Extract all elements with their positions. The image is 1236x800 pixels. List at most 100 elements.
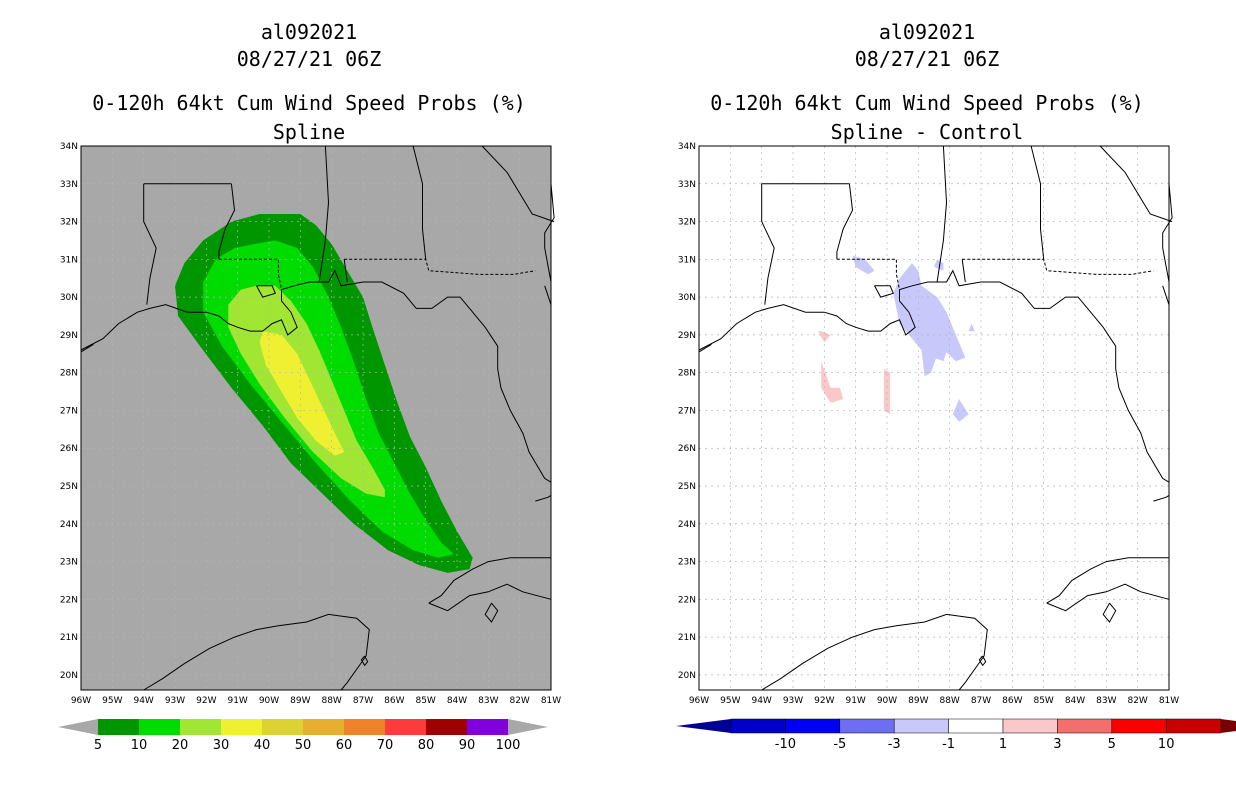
lat-label: 26N (678, 444, 696, 454)
lat-label: 27N (678, 406, 696, 416)
left-map-frame (80, 145, 552, 691)
colorbar-label: 30 (213, 738, 230, 753)
coastline-cuba_s (1046, 583, 1170, 612)
lon-label: 96W (71, 696, 91, 706)
lon-label: 82W (509, 696, 529, 706)
coastline-la_ms (218, 258, 282, 290)
lon-label: 95W (102, 696, 122, 706)
colorbar-swatch (426, 719, 467, 735)
left-map: 20N 21N 22N 23N 24N 25N 26N 27N 28N 29N 30N 31N 32N 3… (60, 142, 561, 706)
colorbar-swatch (262, 719, 303, 735)
colorbar-swatch (785, 718, 841, 734)
lon-label: 96W (689, 696, 709, 706)
prob-contour-30 (259, 331, 345, 456)
left-storm-id: al092021 (260, 20, 358, 44)
right-product-title: 0-120h 64kt Cum Wind Speed Probs (%) (710, 91, 1144, 115)
coastline-gulf (698, 269, 1170, 483)
colorbar-right-end (508, 719, 548, 735)
lat-label: 20N (678, 671, 696, 681)
coastline-isla (484, 602, 499, 623)
colorbar-swatch (221, 719, 262, 735)
colorbar-label: 10 (1158, 737, 1175, 752)
lon-label: 93W (783, 696, 803, 706)
colorbar-swatch (303, 719, 344, 735)
colorbar-label: 70 (377, 738, 394, 753)
colorbar-label: -10 (775, 737, 796, 752)
coastline-cozumel (978, 655, 987, 667)
right-map-frame (698, 145, 1170, 691)
coastline-ga_sc (1099, 145, 1173, 223)
diff-patch-negative (934, 259, 944, 271)
colorbar-label: 100 (496, 738, 521, 753)
lat-label: 21N (678, 633, 696, 643)
lat-label: 34N (60, 142, 78, 152)
colorbar-swatch (98, 719, 139, 735)
coastline-ms_al (936, 145, 948, 283)
coastline-al_ga (1030, 145, 1045, 260)
colorbar-label: 50 (295, 738, 312, 753)
colorbar-label: -5 (833, 737, 846, 752)
right-map: 20N 21N 22N 23N 24N 25N 26N 27N 28N 29N 30N 31N 32N 3… (678, 142, 1179, 706)
coastline-keys (1153, 494, 1170, 502)
lon-label: 95W (720, 696, 740, 706)
lat-label: 25N (60, 482, 78, 492)
coastline-yucatan (761, 613, 988, 691)
lat-label: 28N (60, 369, 78, 379)
colorbar-swatch (385, 719, 426, 735)
colorbar-label: -3 (888, 737, 901, 752)
coastline-miss_r (836, 183, 854, 260)
lat-label: 31N (678, 255, 696, 265)
colorbar-label: 10 (131, 738, 148, 753)
lon-label: 91W (227, 696, 247, 706)
colorbar-swatch (1165, 718, 1221, 734)
lon-label: 94W (751, 696, 771, 706)
lon-label: 84W (1065, 696, 1085, 706)
coastline-coast_tx (698, 343, 712, 353)
colorbar-swatch (344, 719, 385, 735)
diff-patch-positive (883, 368, 891, 415)
lon-label: 94W (133, 696, 153, 706)
diff-patch-negative (852, 255, 875, 275)
colorbar-left-end (58, 719, 98, 735)
colorbar-swatch (467, 719, 508, 735)
lat-label: 23N (678, 558, 696, 568)
colorbar-label: -1 (942, 737, 955, 752)
left-subtitle: Spline (272, 120, 346, 144)
diff-patch-negative (934, 308, 950, 362)
lon-label: 81W (541, 696, 561, 706)
lon-label: 92W (814, 696, 834, 706)
left-datetime: 08/27/21 06Z (236, 47, 382, 71)
lon-label: 90W (877, 696, 897, 706)
lat-label: 20N (60, 671, 78, 681)
colorbar-swatch (180, 719, 221, 735)
lon-label: 82W (1127, 696, 1147, 706)
colorbar-swatch (139, 719, 180, 735)
right-subtitle: Spline - Control (830, 120, 1024, 144)
right-storm-id: al092021 (878, 20, 976, 44)
lat-label: 25N (678, 482, 696, 492)
lon-label: 88W (939, 696, 959, 706)
lat-label: 24N (60, 520, 78, 530)
right-longitude-labels: 96W 95W 94W 93W 92W 91W 90W 89W 88W 87W 86W 85W 84W 8… (689, 696, 1179, 706)
lat-label: 33N (60, 180, 78, 190)
lat-label: 34N (678, 142, 696, 152)
diff-patch-positive (821, 361, 844, 403)
coastline-tx_la (761, 183, 775, 305)
lon-label: 90W (259, 696, 279, 706)
diff-patch-positive (818, 331, 831, 343)
lat-label: 27N (60, 406, 78, 416)
lat-label: 26N (60, 444, 78, 454)
lon-label: 83W (1096, 696, 1116, 706)
colorbar-label: 20 (172, 738, 189, 753)
coastline-keys (535, 494, 552, 502)
lat-label: 30N (60, 293, 78, 303)
diff-patch-negative (968, 323, 975, 332)
right-coastlines (698, 145, 1173, 691)
colorbar-label: 1 (999, 737, 1007, 752)
colorbar-swatch (1002, 718, 1058, 734)
coastline-cuba (428, 557, 551, 604)
coastline-cuba (1046, 557, 1169, 604)
lon-label: 87W (353, 696, 373, 706)
lon-label: 91W (845, 696, 865, 706)
lon-label: 86W (1002, 696, 1022, 706)
